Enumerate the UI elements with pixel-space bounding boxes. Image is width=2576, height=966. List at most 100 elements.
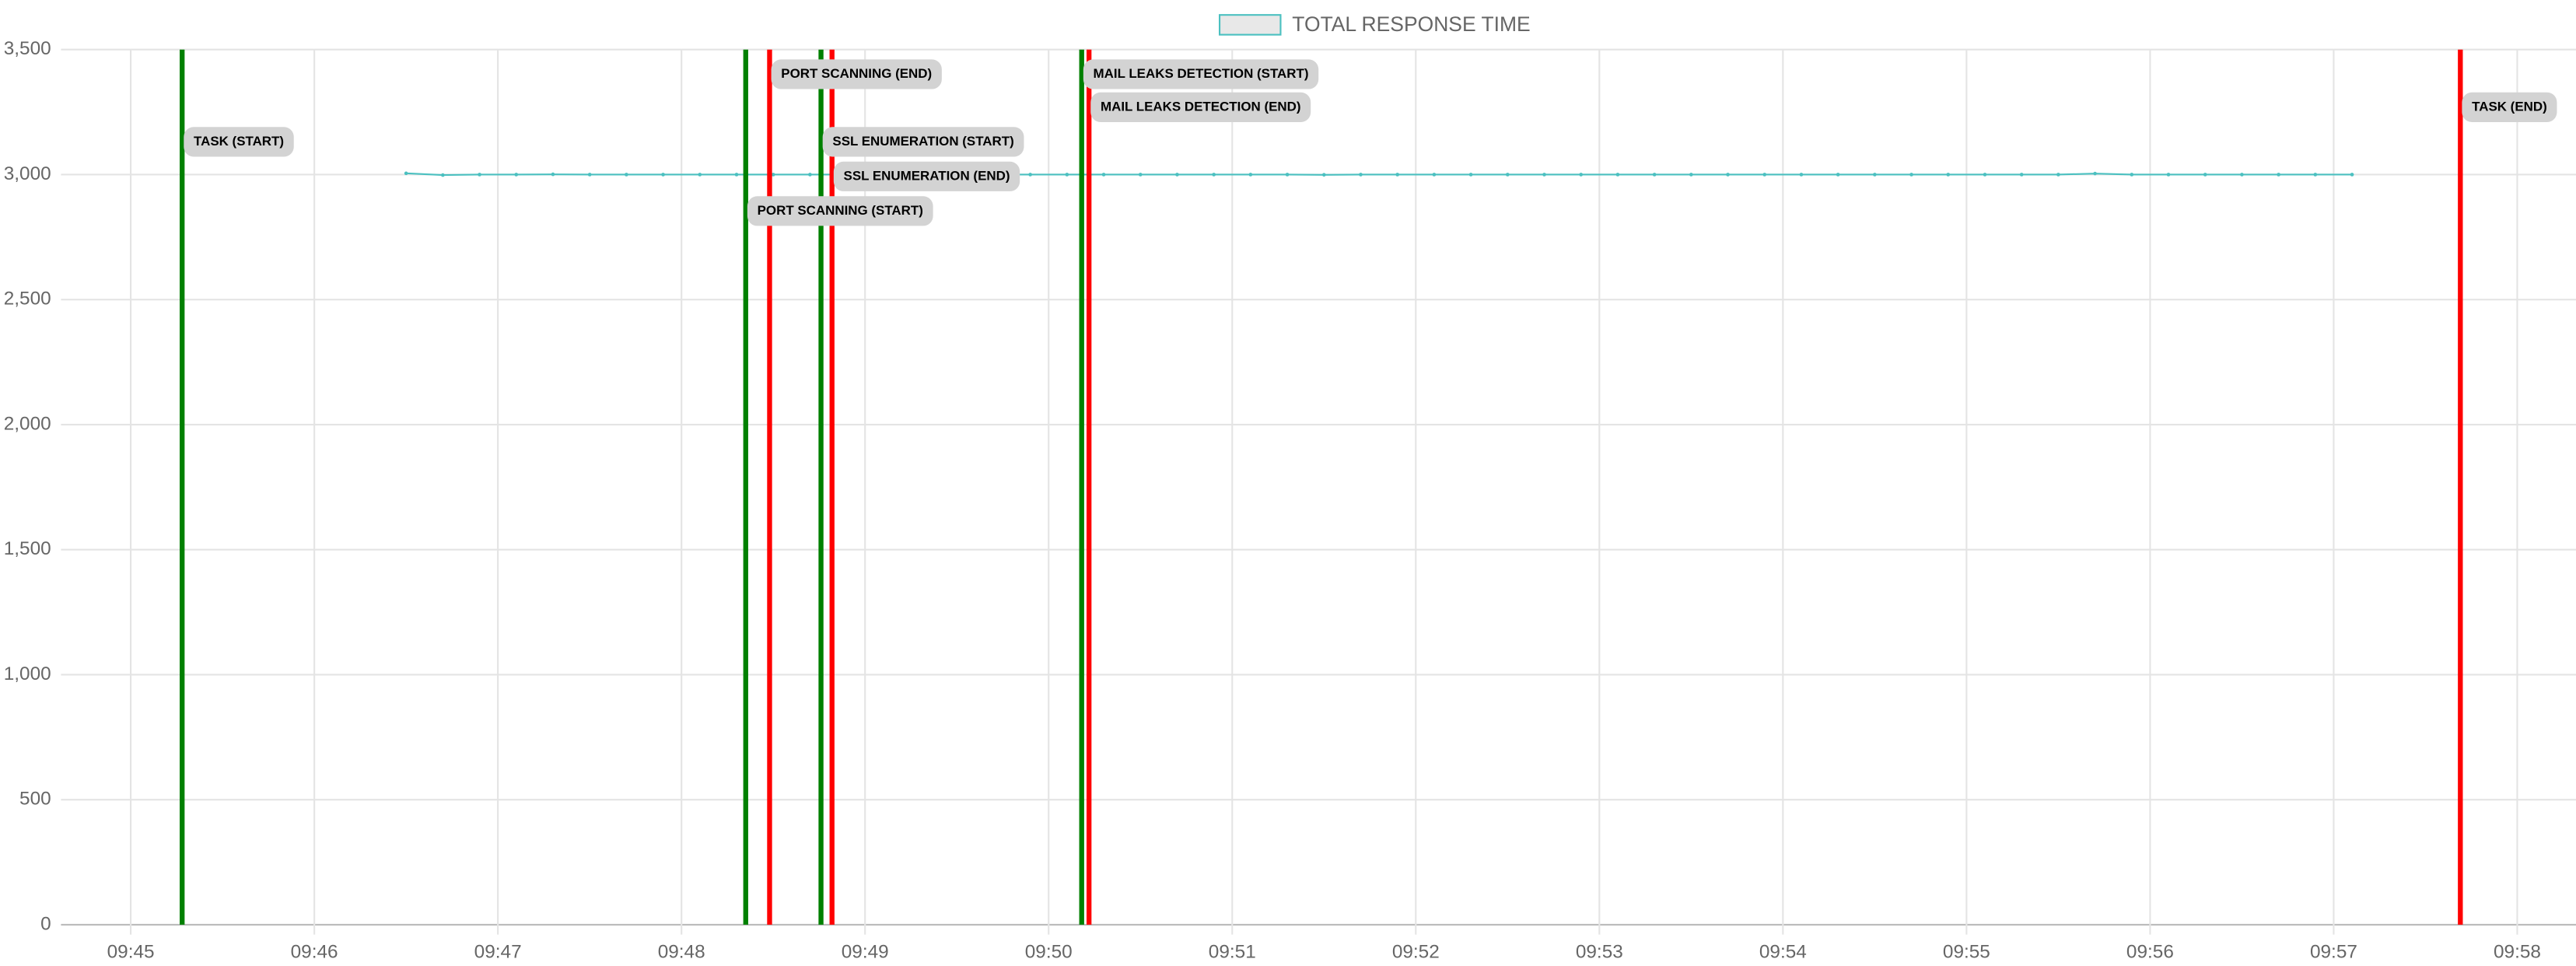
- data-point: [1028, 173, 1032, 177]
- data-point: [734, 173, 739, 177]
- event-label: SSL ENUMERATION (END): [833, 161, 1020, 191]
- data-point: [2313, 173, 2318, 177]
- x-tick-label: 09:48: [658, 941, 705, 962]
- series-line: [406, 172, 2353, 177]
- data-point: [1212, 173, 1216, 177]
- data-point: [1873, 173, 1877, 177]
- data-point: [2350, 173, 2354, 177]
- y-tick-label: 2,500: [4, 289, 51, 310]
- event-label: MAIL LEAKS DETECTION (END): [1090, 92, 1311, 122]
- data-point: [1359, 173, 1363, 177]
- data-point: [1836, 173, 1840, 177]
- data-point: [2277, 173, 2280, 177]
- y-tick-label: 500: [19, 789, 51, 810]
- data-point: [2240, 173, 2244, 177]
- y-tick-label: 3,000: [4, 163, 51, 184]
- data-point: [1652, 173, 1657, 177]
- event-label-text: TASK (END): [2472, 99, 2547, 114]
- data-point: [1468, 173, 1473, 177]
- event-label-box: [747, 196, 933, 226]
- event-label-text: PORT SCANNING (END): [781, 66, 932, 81]
- data-point: [808, 173, 812, 177]
- data-point: [771, 173, 775, 177]
- x-tick-label: 09:54: [1759, 941, 1807, 962]
- event-label-text: SSL ENUMERATION (START): [832, 134, 1013, 149]
- legend-swatch: [1219, 14, 1282, 36]
- data-point: [2056, 173, 2060, 177]
- data-point: [2203, 173, 2207, 177]
- y-tick-label: 2,000: [4, 413, 51, 434]
- event-label: SSL ENUMERATION (START): [822, 127, 1024, 157]
- data-point: [1101, 173, 1106, 177]
- data-point: [1799, 173, 1804, 177]
- data-point: [1248, 173, 1253, 177]
- event-label: MAIL LEAKS DETECTION (START): [1083, 59, 1319, 89]
- x-tick-label: 09:51: [1209, 941, 1256, 962]
- x-tick-label: 09:55: [1943, 941, 1990, 962]
- data-point: [1542, 173, 1546, 177]
- event-label-text: PORT SCANNING (START): [758, 203, 923, 218]
- x-tick-label: 09:45: [107, 941, 155, 962]
- legend-label: TOTAL RESPONSE TIME: [1292, 12, 1530, 36]
- data-point: [1175, 173, 1179, 177]
- event-label-box: [822, 127, 1024, 157]
- y-tick-label: 1,000: [4, 663, 51, 684]
- event-label-box: [833, 161, 1020, 191]
- data-point: [2130, 173, 2134, 177]
- x-tick-label: 09:58: [2494, 941, 2541, 962]
- data-point: [2019, 173, 2024, 177]
- event-label-text: TASK (START): [194, 134, 284, 149]
- data-point: [441, 173, 445, 177]
- data-point: [1579, 173, 1584, 177]
- data-point: [514, 173, 519, 177]
- event-label: TASK (START): [184, 127, 294, 157]
- x-tick-label: 09:50: [1025, 941, 1073, 962]
- data-point: [587, 173, 592, 177]
- y-tick-label: 3,500: [4, 38, 51, 59]
- data-point: [2093, 171, 2097, 176]
- data-point: [1689, 173, 1693, 177]
- data-point: [625, 173, 628, 177]
- data-point: [551, 172, 555, 177]
- event-label-box: [184, 127, 294, 157]
- data-point: [1983, 173, 1987, 177]
- event-label-text: SSL ENUMERATION (END): [844, 168, 1010, 183]
- data-point: [1138, 173, 1143, 177]
- event-label-text: MAIL LEAKS DETECTION (START): [1094, 66, 1309, 81]
- event-label-box: [771, 59, 942, 89]
- data-point: [661, 173, 665, 177]
- x-tick-label: 09:56: [2126, 941, 2174, 962]
- data-point: [1395, 173, 1400, 177]
- x-tick-label: 09:53: [1576, 941, 1623, 962]
- event-label: PORT SCANNING (END): [771, 59, 942, 89]
- event-label: PORT SCANNING (START): [747, 196, 933, 226]
- y-tick-label: 0: [40, 913, 51, 934]
- data-point: [1946, 173, 1951, 177]
- x-tick-label: 09:57: [2310, 941, 2357, 962]
- x-tick-label: 09:47: [474, 941, 522, 962]
- data-point: [698, 173, 702, 177]
- event-label-box: [1083, 59, 1319, 89]
- y-tick-label: 1,500: [4, 538, 51, 559]
- x-tick-label: 09:46: [291, 941, 338, 962]
- event-label-text: MAIL LEAKS DETECTION (END): [1101, 99, 1301, 114]
- data-point: [1321, 173, 1326, 177]
- x-tick-label: 09:52: [1392, 941, 1440, 962]
- data-point: [1505, 173, 1510, 177]
- data-point: [1909, 173, 1913, 177]
- x-tick-label: 09:49: [842, 941, 889, 962]
- data-point: [1726, 173, 1730, 177]
- data-point: [404, 171, 408, 176]
- data-point: [1285, 173, 1290, 177]
- data-point: [1762, 173, 1767, 177]
- event-label: TASK (END): [2462, 92, 2557, 122]
- data-point: [1065, 173, 1069, 177]
- event-label-box: [1090, 92, 1311, 122]
- data-point: [478, 173, 481, 177]
- event-label-box: [2462, 92, 2557, 122]
- data-point: [1615, 173, 1620, 177]
- data-point: [1432, 173, 1437, 177]
- data-point: [2166, 173, 2171, 177]
